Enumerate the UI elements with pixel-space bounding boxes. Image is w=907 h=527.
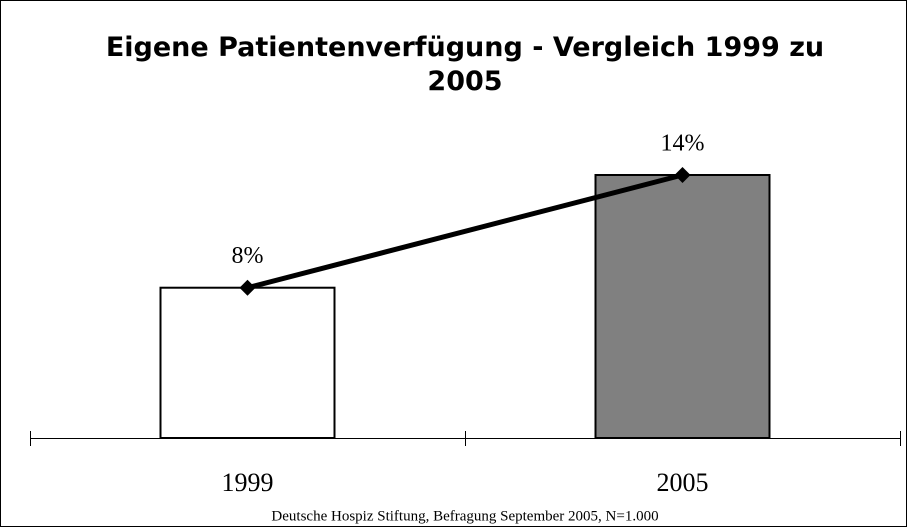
bar <box>159 286 336 440</box>
line-marker <box>239 279 256 296</box>
trend-line <box>246 172 684 291</box>
line-marker <box>674 167 691 183</box>
chart-title: Eigene Patientenverfügung - Vergleich 19… <box>105 32 825 97</box>
value-label: 8% <box>232 243 264 269</box>
x-tick-label: 1999 <box>222 468 274 497</box>
value-label: 14% <box>661 131 705 157</box>
bar <box>594 174 771 439</box>
source-note: Deutsche Hospiz Stiftung, Befragung Sept… <box>271 508 658 524</box>
x-tick-label: 2005 <box>657 468 709 497</box>
